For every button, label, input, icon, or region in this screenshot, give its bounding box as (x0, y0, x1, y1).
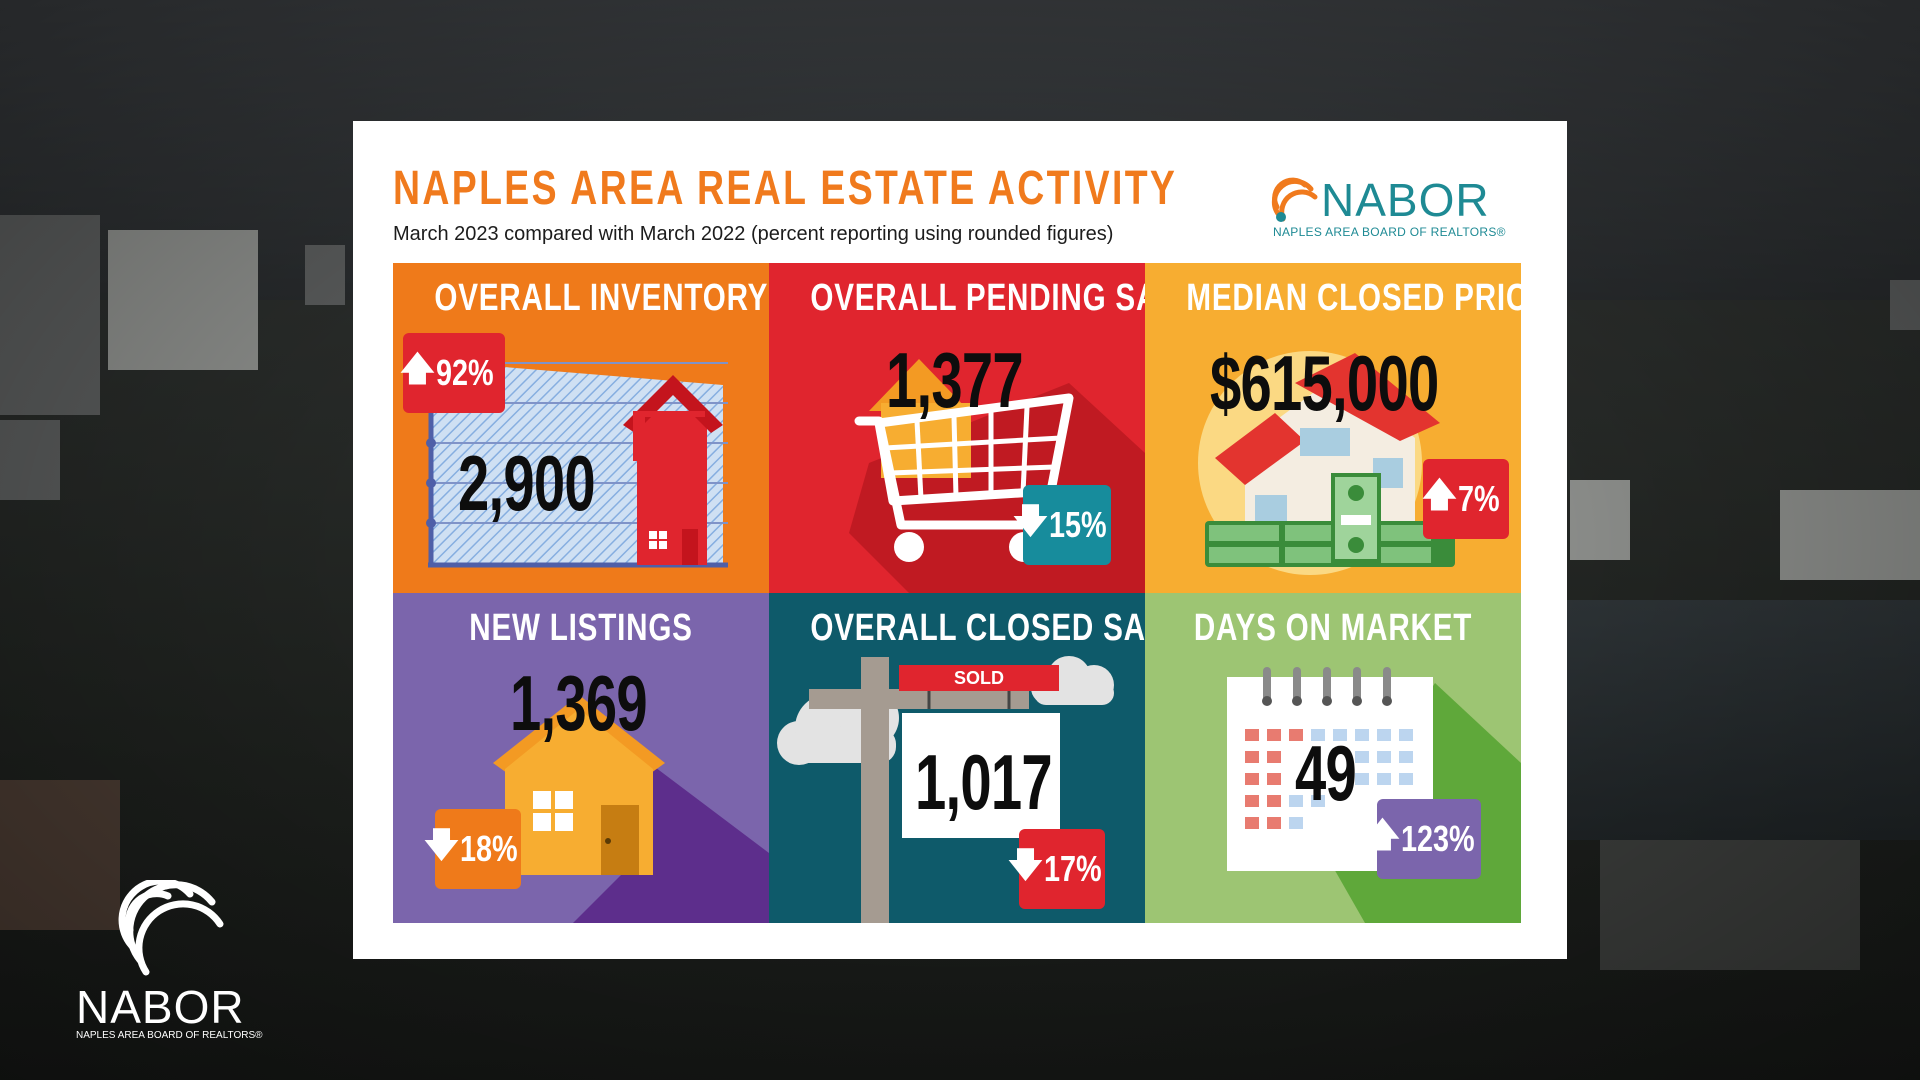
house (1600, 830, 1860, 970)
tile-title: DAYS ON MARKET (1193, 607, 1473, 649)
building (0, 420, 60, 500)
sold-sign-icon (777, 656, 1114, 923)
arrow-down-icon: 🡇 (424, 825, 459, 864)
building (305, 245, 345, 305)
house-icon (493, 695, 769, 923)
tile-median-closed-price: MEDIAN CLOSED PRICE $615,000 🡅 7% (1145, 263, 1521, 593)
brand-tagline: NAPLES AREA BOARD OF REALTORS® (1273, 225, 1506, 239)
change-value: 7% (1457, 478, 1500, 519)
stat-value: 2,900 (458, 439, 596, 527)
brand-name: NABOR (76, 981, 245, 1033)
infographic-card: NAPLES AREA REAL ESTATE ACTIVITY March 2… (353, 121, 1567, 959)
tile-overall-pending-sales: OVERALL PENDING SALES 1,377 🡇 15% (769, 263, 1145, 593)
building (108, 230, 258, 370)
house-money-icon (1198, 351, 1455, 575)
brand-tagline: NAPLES AREA BOARD OF REALTORS® (76, 1030, 263, 1041)
arrow-down-icon: 🡇 (1008, 845, 1043, 884)
arrow-up-icon: 🡅 (1422, 475, 1457, 514)
arrow-down-icon: 🡇 (1013, 501, 1048, 540)
change-value: 123% (1400, 818, 1475, 859)
change-value: 92% (435, 352, 494, 393)
change-badge: 🡅 92% (400, 333, 505, 413)
change-badge: 🡇 18% (424, 809, 521, 889)
stat-value: 1,017 (915, 738, 1053, 826)
sold-label: SOLD (953, 668, 1004, 688)
stat-value: 49 (1295, 729, 1357, 817)
tile-days-on-market: DAYS ON MARKET 49 🡅 123% (1145, 593, 1521, 923)
change-value: 17% (1043, 848, 1102, 889)
tile-new-listings: NEW LISTINGS 1,369 🡇 18% (393, 593, 769, 923)
tile-title: OVERALL INVENTORY (434, 277, 769, 319)
building (1890, 280, 1920, 330)
house-chart-icon (426, 361, 728, 568)
change-badge: 🡇 15% (1013, 485, 1111, 565)
waterway (1540, 600, 1920, 840)
shell-icon (118, 880, 224, 976)
change-value: 18% (459, 828, 518, 869)
page-title: NAPLES AREA REAL ESTATE ACTIVITY (393, 162, 1178, 215)
stats-grid: OVERALL INVENTORY 2,900 🡅 92% (393, 263, 1521, 923)
change-value: 15% (1048, 504, 1107, 545)
corner-logo: NABOR NAPLES AREA BOARD OF REALTORS® (72, 880, 292, 1041)
arrow-up-icon: 🡅 (1364, 815, 1400, 854)
change-badge: 🡅 7% (1422, 459, 1509, 539)
brand-logo: NABOR NAPLES AREA BOARD OF REALTORS® (1271, 174, 1511, 247)
tile-overall-closed-sales: OVERALL CLOSED SALES SOLD 1,017 🡇 17% (769, 593, 1145, 923)
tile-overall-inventory: OVERALL INVENTORY 2,900 🡅 92% (393, 263, 769, 593)
stat-value: 1,377 (886, 336, 1024, 424)
tile-title: MEDIAN CLOSED PRICE (1186, 277, 1521, 319)
brand-name: NABOR (1321, 174, 1490, 226)
house (0, 780, 120, 930)
shell-icon (1271, 177, 1318, 222)
stat-value: 1,369 (510, 659, 648, 747)
change-badge: 🡅 123% (1365, 799, 1481, 879)
change-badge: 🡇 17% (1008, 829, 1105, 909)
tile-title: OVERALL CLOSED SALES (810, 607, 1145, 649)
building (1570, 480, 1630, 560)
building (0, 215, 100, 415)
subtitle: March 2023 compared with March 2022 (per… (393, 223, 1114, 245)
arrow-up-icon: 🡅 (400, 349, 435, 388)
tile-title: NEW LISTINGS (469, 607, 693, 649)
stat-value: $615,000 (1210, 339, 1439, 427)
tile-title: OVERALL PENDING SALES (810, 277, 1145, 319)
building (1780, 490, 1920, 580)
